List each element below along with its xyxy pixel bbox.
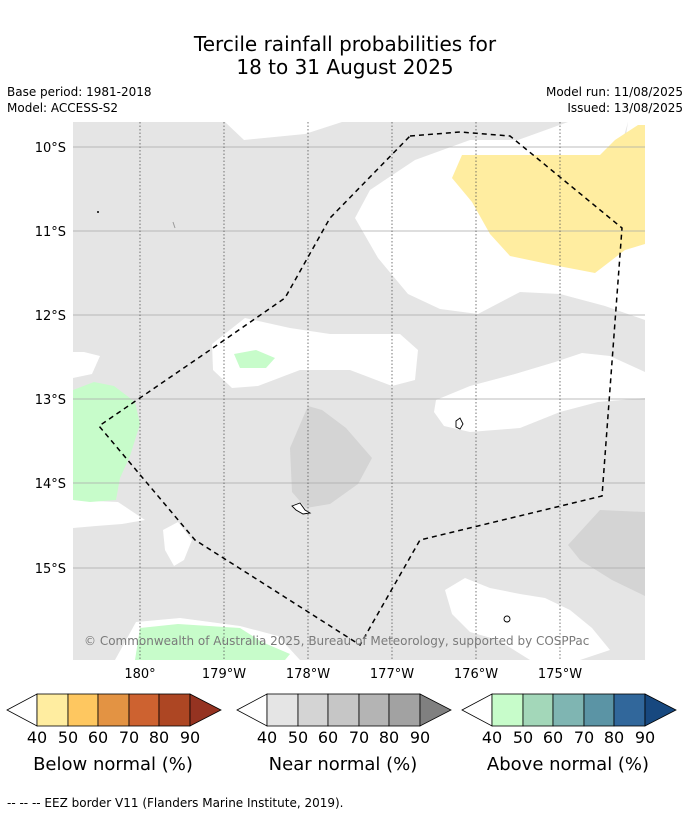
- colorbar-title: Above normal (%): [487, 754, 649, 775]
- lon-label: 175°W: [538, 667, 582, 682]
- colorbar-swatch: [297, 693, 329, 727]
- colorbar-title: Below normal (%): [33, 754, 193, 775]
- issued-text: Issued: 13/08/2025: [567, 101, 683, 115]
- lat-label: 14°S: [35, 477, 66, 492]
- model-run-text: Model run: 11/08/2025: [545, 85, 683, 99]
- above-normal-region-bottom: [135, 624, 290, 660]
- below-normal-region: [452, 125, 645, 273]
- colorbar-swatch: [522, 693, 554, 727]
- colorbar-swatch: [128, 693, 160, 727]
- colorbar-swatch: [613, 693, 646, 727]
- latitude-gridlines: [73, 146, 645, 569]
- colorbar-above-normal: 40 50 60 70 80 90 Above normal (%): [461, 693, 677, 775]
- colorbar-under-triangle: [6, 693, 38, 727]
- colorbar-tick: 60: [318, 728, 338, 747]
- colorbar-under-triangle: [461, 693, 493, 727]
- island-tiny-2: [172, 221, 176, 229]
- colorbar-under-triangle: [236, 693, 268, 727]
- colorbar-tick: 40: [257, 728, 277, 747]
- lon-label: 179°W: [202, 667, 246, 682]
- lon-label: 178°W: [286, 667, 330, 682]
- colorbar-tick: 50: [58, 728, 78, 747]
- colorbar-title: Near normal (%): [269, 754, 418, 775]
- lat-label: 12°S: [35, 309, 66, 324]
- white-region-right-middle: [434, 353, 645, 432]
- near-normal-50-region-right: [568, 510, 645, 596]
- island-niuatoputapu: [503, 615, 511, 623]
- white-region-left-edge: [73, 352, 100, 378]
- white-region-band: [212, 318, 418, 388]
- colorbar-tick: 60: [88, 728, 108, 747]
- lat-label: 11°S: [35, 225, 66, 240]
- island-tiny-1: [97, 211, 99, 213]
- colorbar-tick: 50: [288, 728, 308, 747]
- lon-label: 180°: [124, 667, 155, 682]
- colorbar-over-triangle: [189, 693, 222, 727]
- colorbar-tick: 40: [482, 728, 502, 747]
- eez-border: [97, 131, 623, 647]
- base-period-text: Base period: 1981-2018: [7, 85, 152, 99]
- above-normal-region-left: [73, 382, 140, 502]
- longitude-gridlines: [139, 122, 561, 660]
- white-region-small-lower: [163, 522, 192, 566]
- colorbar-near-normal: 40 50 60 70 80 90 Near normal (%): [236, 693, 452, 775]
- colorbar-swatch: [67, 693, 99, 727]
- map-title-line1: Tercile rainfall probabilities for: [193, 32, 497, 56]
- colorbar-tick: 70: [119, 728, 139, 747]
- lat-label: 13°S: [35, 393, 66, 408]
- colorbar-tick: 50: [513, 728, 533, 747]
- colorbar-tick: 70: [349, 728, 369, 747]
- colorbar-tick: 90: [410, 728, 430, 747]
- colorbar-tick: 40: [27, 728, 47, 747]
- colorbar-tick: 60: [543, 728, 563, 747]
- colorbar-over-triangle: [419, 693, 452, 727]
- colorbar-swatch: [327, 693, 360, 727]
- lat-label: 10°S: [35, 141, 66, 156]
- colorbar-tick: 90: [635, 728, 655, 747]
- near-normal-50-region-center: [290, 406, 372, 508]
- above-normal-region-small: [234, 350, 275, 368]
- colorbar-swatch: [388, 693, 421, 727]
- colorbar-swatch: [158, 693, 191, 727]
- colorbar-tick: 90: [180, 728, 200, 747]
- white-region-bottom-right: [445, 578, 610, 660]
- lon-label: 176°W: [454, 667, 498, 682]
- lon-label: 177°W: [370, 667, 414, 682]
- island-uvea: [291, 502, 312, 515]
- colorbar-swatch: [36, 693, 69, 727]
- colorbar-swatch: [358, 693, 390, 727]
- colorbar-swatch: [491, 693, 524, 727]
- map-title-line2: 18 to 31 August 2025: [236, 55, 454, 79]
- colorbar-over-triangle: [644, 693, 677, 727]
- map-plot-area: [73, 122, 645, 660]
- colorbar-swatch: [97, 693, 130, 727]
- island-niuafoou: [455, 417, 464, 430]
- longitude-labels: 180° 179°W 178°W 177°W 176°W 175°W: [124, 667, 582, 682]
- latitude-labels: 10°S 11°S 12°S 13°S 14°S 15°S: [35, 141, 66, 577]
- model-text: Model: ACCESS-S2: [7, 101, 119, 115]
- colorbar-swatch: [552, 693, 585, 727]
- eez-footnote: -- -- -- EEZ border V11 (Flanders Marine…: [7, 796, 344, 810]
- lat-label: 15°S: [35, 562, 66, 577]
- white-region-left-lower: [73, 500, 145, 528]
- colorbar-swatch: [583, 693, 615, 727]
- copyright-text: © Commonwealth of Australia 2025, Bureau…: [84, 634, 589, 648]
- colorbar-tick: 80: [604, 728, 624, 747]
- colorbar-swatch: [266, 693, 299, 727]
- colorbar-below-normal: 40 50 60 70 80 90 Below normal (%): [6, 693, 222, 775]
- colorbar-tick: 80: [379, 728, 399, 747]
- colorbar-tick: 70: [574, 728, 594, 747]
- white-region-top: [225, 122, 342, 140]
- colorbar-tick: 80: [149, 728, 169, 747]
